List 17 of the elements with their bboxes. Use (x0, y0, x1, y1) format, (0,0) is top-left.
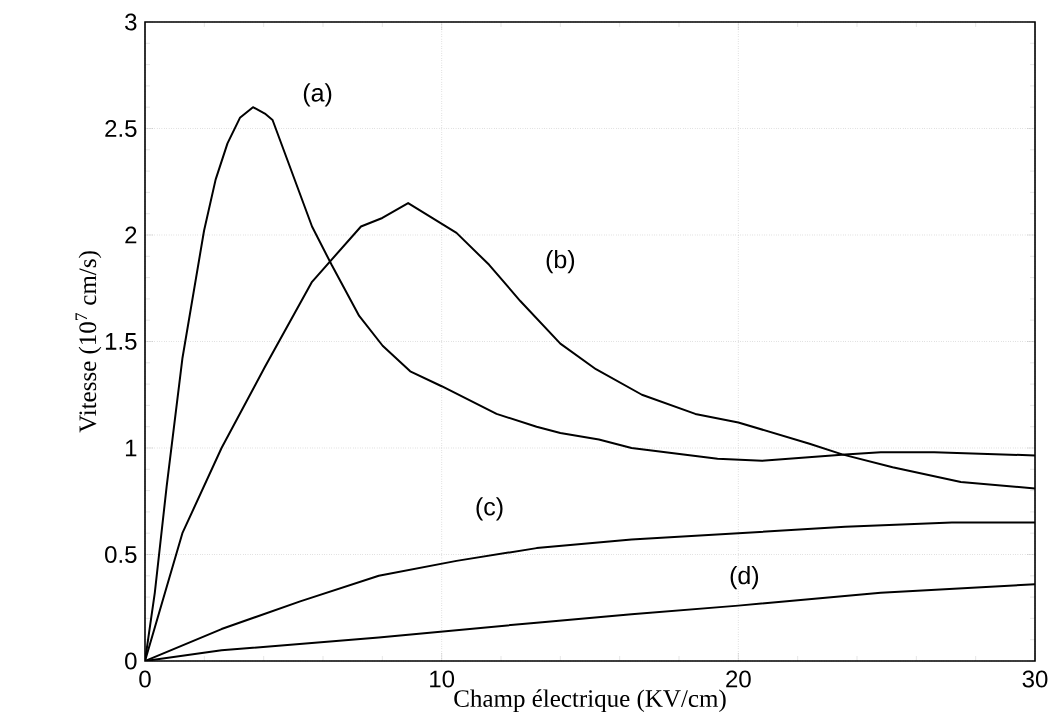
y-tick-label: 2.5 (105, 119, 137, 137)
series-label: (c) (476, 497, 503, 521)
x-tick-label: 30 (1022, 670, 1048, 688)
x-tick-label: 20 (726, 670, 751, 688)
x-tick-label: 10 (430, 670, 455, 688)
y-tick-label: 3 (125, 13, 137, 31)
x-axis-title: Champ électrique (KV/cm) (454, 689, 726, 713)
y-tick-label: 1 (125, 439, 137, 457)
y-axis-title: Vitesse (10$^{7}$ cm/s) (75, 251, 102, 433)
y-tick-label: 2 (125, 226, 137, 244)
series-label: (d) (730, 565, 759, 590)
series-label: (b) (546, 249, 575, 274)
x-tick-label: 0 (139, 670, 151, 688)
series-label: (a) (303, 83, 332, 107)
y-tick-label: 1.5 (105, 333, 137, 350)
y-tick-label: 0.5 (105, 546, 137, 563)
y-tick-label: 0 (125, 652, 137, 670)
